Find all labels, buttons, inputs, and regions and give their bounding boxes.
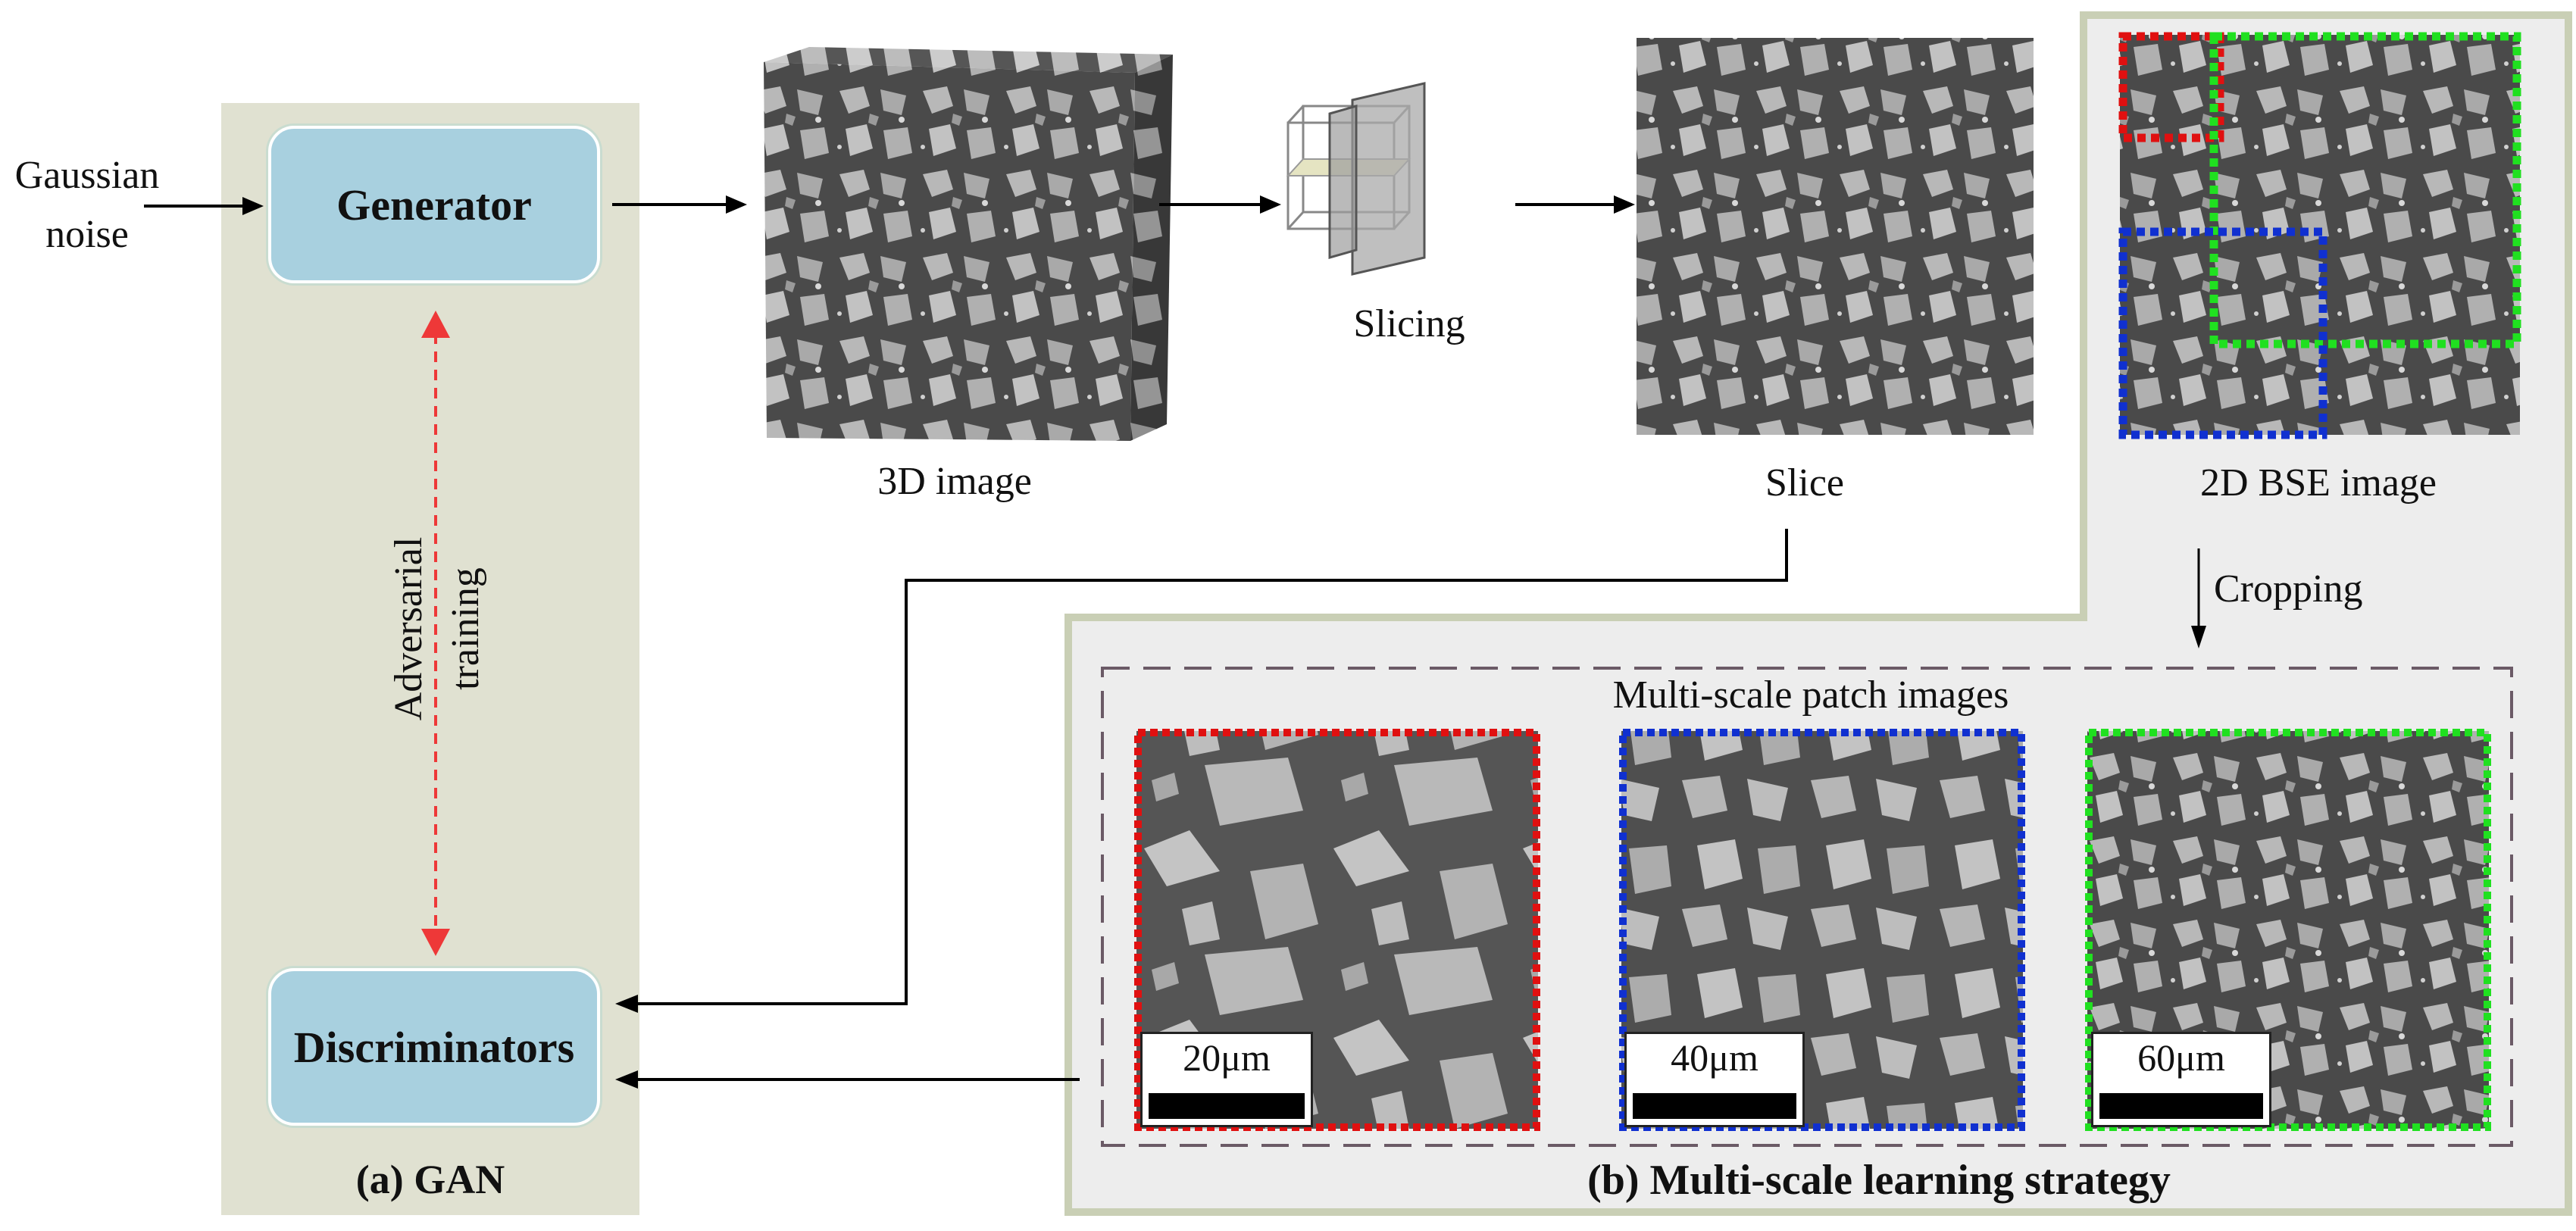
noise-label-line2: noise: [45, 213, 129, 256]
3d-to-slicing-arrowhead: [1260, 195, 1281, 214]
adversarial-label-line1: Adversarial: [387, 536, 430, 721]
slicing-to-slice-arrowhead: [1614, 195, 1635, 214]
patch-group-title: Multi-scale patch images: [1612, 673, 2009, 717]
cropping-label: Cropping: [2214, 567, 2363, 611]
adversarial-label-line2: training: [444, 567, 487, 690]
slice-image: [1637, 38, 2034, 435]
slice-to-discriminator-arrowhead: [615, 995, 638, 1013]
strategy-caption: (b) Multi-scale learning strategy: [1587, 1157, 2171, 1204]
slicing-icon: [1286, 82, 1426, 276]
gan-caption: (a) GAN: [355, 1157, 505, 1202]
scalebar-60-bar: [2099, 1093, 2263, 1119]
generator-node: Generator: [268, 126, 600, 283]
3d-image-cube: [764, 47, 1173, 441]
scalebar-60: 60μm: [2091, 1032, 2271, 1127]
noise-arrowhead: [242, 197, 264, 215]
discriminator-node: Discriminators: [268, 968, 600, 1126]
scalebar-40: 40μm: [1624, 1032, 1805, 1127]
slicing-caption: Slicing: [1353, 302, 1465, 345]
scalebar-20-bar: [1149, 1093, 1305, 1119]
slice-caption: Slice: [1765, 461, 1844, 505]
bse-crop-green: [2209, 32, 2521, 348]
adversarial-arrowhead-down: [421, 929, 450, 956]
slice-to-discriminator-connector: [629, 529, 1788, 1005]
scalebar-20: 20μm: [1140, 1032, 1313, 1127]
scalebar-60-label: 60μm: [2137, 1036, 2225, 1079]
adversarial-arrowhead-up: [421, 311, 450, 338]
generator-to-3d-arrowhead: [726, 195, 747, 214]
scalebar-40-label: 40μm: [1671, 1036, 1758, 1079]
scalebar-20-label: 20μm: [1183, 1036, 1271, 1079]
cropping-arrowhead: [2191, 626, 2206, 648]
bse-caption: 2D BSE image: [2200, 461, 2437, 505]
3d-image-caption: 3D image: [877, 460, 1032, 503]
patch-group-frame: [1101, 667, 2513, 1147]
noise-label-line1: Gaussian: [14, 154, 160, 197]
bse-crop-red: [2118, 32, 2224, 142]
patches-to-discriminator-arrowhead: [615, 1070, 638, 1089]
scalebar-40-bar: [1633, 1093, 1796, 1119]
generator-label: Generator: [336, 180, 532, 230]
bse-crop-blue: [2118, 227, 2327, 439]
discriminator-label: Discriminators: [293, 1022, 575, 1072]
